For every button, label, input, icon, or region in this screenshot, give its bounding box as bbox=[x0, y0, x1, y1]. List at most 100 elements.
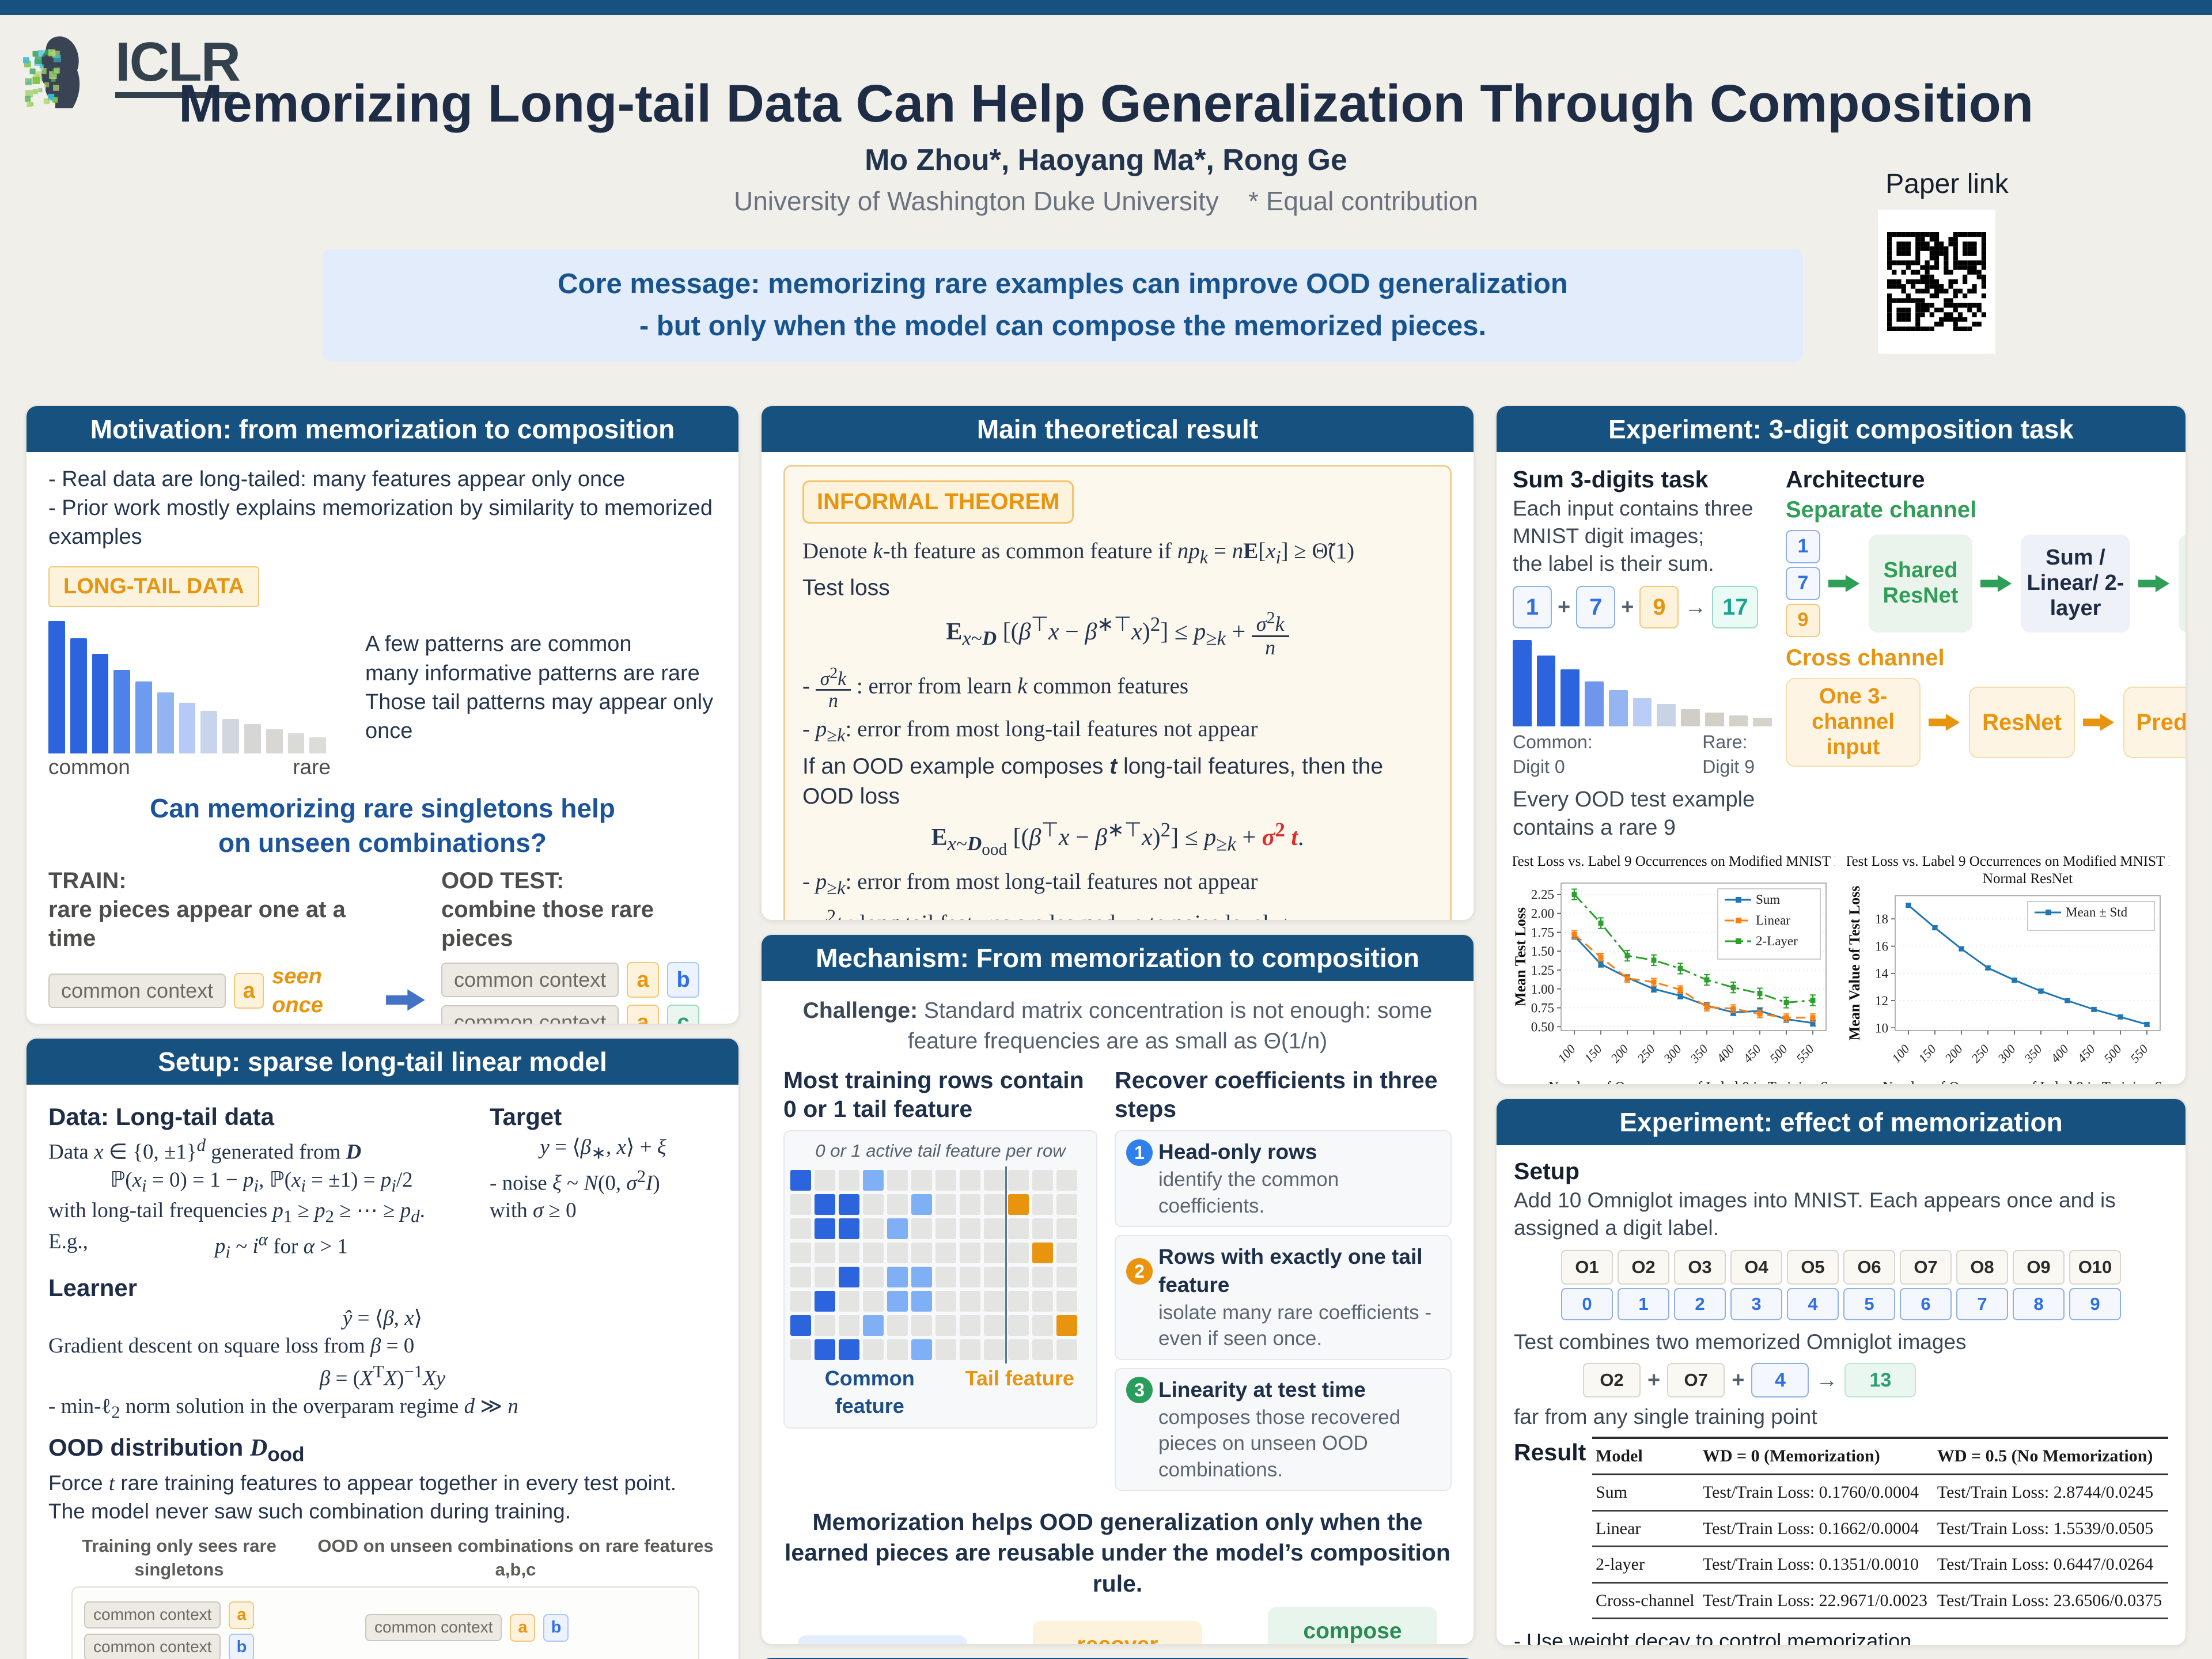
matrix-cell bbox=[984, 1315, 1005, 1336]
matrix-cell bbox=[1032, 1339, 1053, 1361]
panel-mechanism-body: Challenge: Standard matrix concentration… bbox=[762, 981, 1474, 1644]
data-point bbox=[1810, 1014, 1816, 1020]
matrix-cell bbox=[1032, 1315, 1053, 1336]
train-row: common context a seen once bbox=[48, 962, 371, 1020]
matrix-cell bbox=[911, 1267, 932, 1288]
x-tick-label: 500 bbox=[2101, 1041, 2124, 1065]
cross-channel-flow: One 3-channel input ResNet Pred bbox=[1786, 677, 2186, 767]
table-cell: Test/Train Loss: 0.1662/0.0004 bbox=[1699, 1510, 1934, 1548]
data-point bbox=[1985, 965, 1991, 971]
bar bbox=[135, 681, 152, 753]
matrix-cell bbox=[815, 1267, 835, 1288]
matrix-cell bbox=[887, 1291, 908, 1312]
y-tick-label: 10 bbox=[1875, 1021, 1888, 1035]
matrix-cell bbox=[1056, 1170, 1077, 1191]
data-point bbox=[2065, 998, 2070, 1003]
step-head: 3 Linearity at test time bbox=[1126, 1376, 1440, 1404]
data-point bbox=[2118, 1014, 2123, 1020]
step-head: 2 Rows with exactly one tail feature bbox=[1126, 1243, 1440, 1300]
x-tick-label: 100 bbox=[1555, 1041, 1578, 1065]
matrix-cell bbox=[887, 1243, 908, 1264]
informal-theorem-chip: INFORMAL THEOREM bbox=[802, 480, 1074, 524]
data-point bbox=[1651, 957, 1657, 963]
panel-exp2-title: Experiment: effect of memorization bbox=[1497, 1099, 2186, 1145]
omniglot-pair: O8 7 bbox=[1956, 1250, 2008, 1321]
digit-chip-1: 1 bbox=[1513, 586, 1552, 629]
one-input-box: One 3-channel input bbox=[1786, 677, 1921, 767]
matrix-cell bbox=[863, 1315, 884, 1336]
letter-chip-a: a bbox=[229, 1601, 255, 1629]
data-point bbox=[1598, 954, 1604, 960]
separate-channel-label: Separate channel bbox=[1786, 497, 1977, 523]
digit-equation: 1 +7 +9 → 17 bbox=[1513, 586, 1772, 629]
x-tick-label: 150 bbox=[1915, 1041, 1939, 1065]
panel-motivation: Motivation: from memorization to composi… bbox=[25, 405, 740, 1025]
architecture-heading: Architecture bbox=[1786, 466, 1925, 493]
matrix-label-tail: Tail feature bbox=[965, 1366, 1074, 1391]
matrix-figure: 0 or 1 active tail feature per row Commo… bbox=[783, 1130, 1097, 1429]
bar bbox=[1560, 669, 1580, 727]
ood-rows: common context a b common context a c bbox=[441, 962, 717, 1024]
matrix-cell bbox=[839, 1267, 859, 1288]
exp2-result-heading: Result bbox=[1514, 1439, 1586, 1466]
bar bbox=[1729, 715, 1748, 727]
omniglot-chip: O4 bbox=[1730, 1250, 1782, 1285]
panel-experiment-memorization: Experiment: effect of memorization Setup… bbox=[1495, 1098, 2187, 1646]
matrix-cell bbox=[839, 1315, 859, 1336]
table-cell: 2-layer bbox=[1592, 1546, 1699, 1584]
matrix-cell bbox=[790, 1291, 811, 1312]
matrix-cell bbox=[790, 1194, 811, 1215]
setup-ood-heading: OOD distribution Dood bbox=[48, 1434, 305, 1466]
y-tick-label: 1.50 bbox=[1531, 944, 1554, 959]
matrix-cell bbox=[1032, 1243, 1053, 1264]
x-tick-label: 250 bbox=[1968, 1041, 1992, 1065]
step-text: isolate many rare coefficients - even if… bbox=[1158, 1301, 1432, 1350]
step-number: 2 bbox=[1126, 1257, 1153, 1285]
train-to-test-arrow bbox=[386, 866, 426, 1024]
cross-channel-label: Cross channel bbox=[1786, 645, 1945, 671]
table-cell: Sum bbox=[1592, 1474, 1699, 1512]
theorem-line2: Test loss bbox=[802, 575, 890, 601]
step-head: 1 Head-only rows bbox=[1126, 1138, 1440, 1166]
ood-row: common context a b bbox=[441, 962, 717, 998]
matrix-cell bbox=[935, 1194, 956, 1215]
bar bbox=[1681, 709, 1700, 727]
legend-label: Mean ± Std bbox=[2066, 905, 2128, 919]
matrix-cell bbox=[984, 1291, 1005, 1312]
motivation-side3: Those tail patterns may appear only once bbox=[365, 690, 714, 743]
flow-box: recover many tail coefficients bbox=[1033, 1621, 1202, 1644]
omniglot-pair: O2 1 bbox=[1618, 1250, 1669, 1321]
step-text: composes those recovered pieces on unsee… bbox=[1158, 1406, 1401, 1481]
omniglot-chip: O1 bbox=[1561, 1250, 1613, 1285]
series-line-2-Layer bbox=[1573, 893, 1813, 1003]
label-common2: Digit 0 bbox=[1513, 756, 1565, 777]
matrix-cell bbox=[790, 1267, 811, 1288]
panel-experiment-composition: Experiment: 3-digit composition task Sum… bbox=[1495, 405, 2187, 1085]
exp2-setup-text: Add 10 Omniglot images into MNIST. Each … bbox=[1514, 1188, 2116, 1240]
legend-marker bbox=[2046, 909, 2051, 915]
sum-task-text1: Each input contains three bbox=[1513, 497, 1753, 521]
series-line-Linear bbox=[1574, 933, 1813, 1018]
theorem-expl4: - σ2t : long tail features are learned u… bbox=[802, 906, 1286, 920]
matrix-cell bbox=[935, 1315, 956, 1336]
setup-ood-text: Force t rare training features to appear… bbox=[48, 1471, 677, 1523]
motivation-side1: A few patterns are common bbox=[365, 632, 632, 657]
matrix-cell bbox=[863, 1339, 884, 1361]
matrix-cell bbox=[960, 1291, 980, 1312]
matrix-cell bbox=[1008, 1243, 1029, 1264]
exp2-setup-heading: Setup bbox=[1514, 1158, 1580, 1184]
matrix-caption: 0 or 1 active tail feature per row bbox=[815, 1141, 1066, 1161]
data-point bbox=[1598, 961, 1604, 967]
bar bbox=[92, 654, 109, 753]
omniglot-chip: O9 bbox=[2013, 1250, 2065, 1285]
matrix-cell bbox=[790, 1339, 811, 1361]
matrix-cell bbox=[911, 1170, 932, 1191]
setup-learner-line4: - min-ℓ2 norm solution in the overparam … bbox=[48, 1394, 518, 1422]
step-number: 3 bbox=[1126, 1377, 1153, 1404]
shared-resnet-box: Shared ResNet bbox=[1869, 534, 1972, 632]
y-tick-label: 1.25 bbox=[1531, 963, 1554, 978]
matrix-cell bbox=[1056, 1291, 1077, 1312]
legend-label: Linear bbox=[1756, 913, 1790, 927]
mechanism-statement: Memorization helps OOD generalization on… bbox=[785, 1509, 1450, 1597]
x-axis-label: Number of Occurrences of Label 9 in Trai… bbox=[1548, 1080, 1835, 1084]
